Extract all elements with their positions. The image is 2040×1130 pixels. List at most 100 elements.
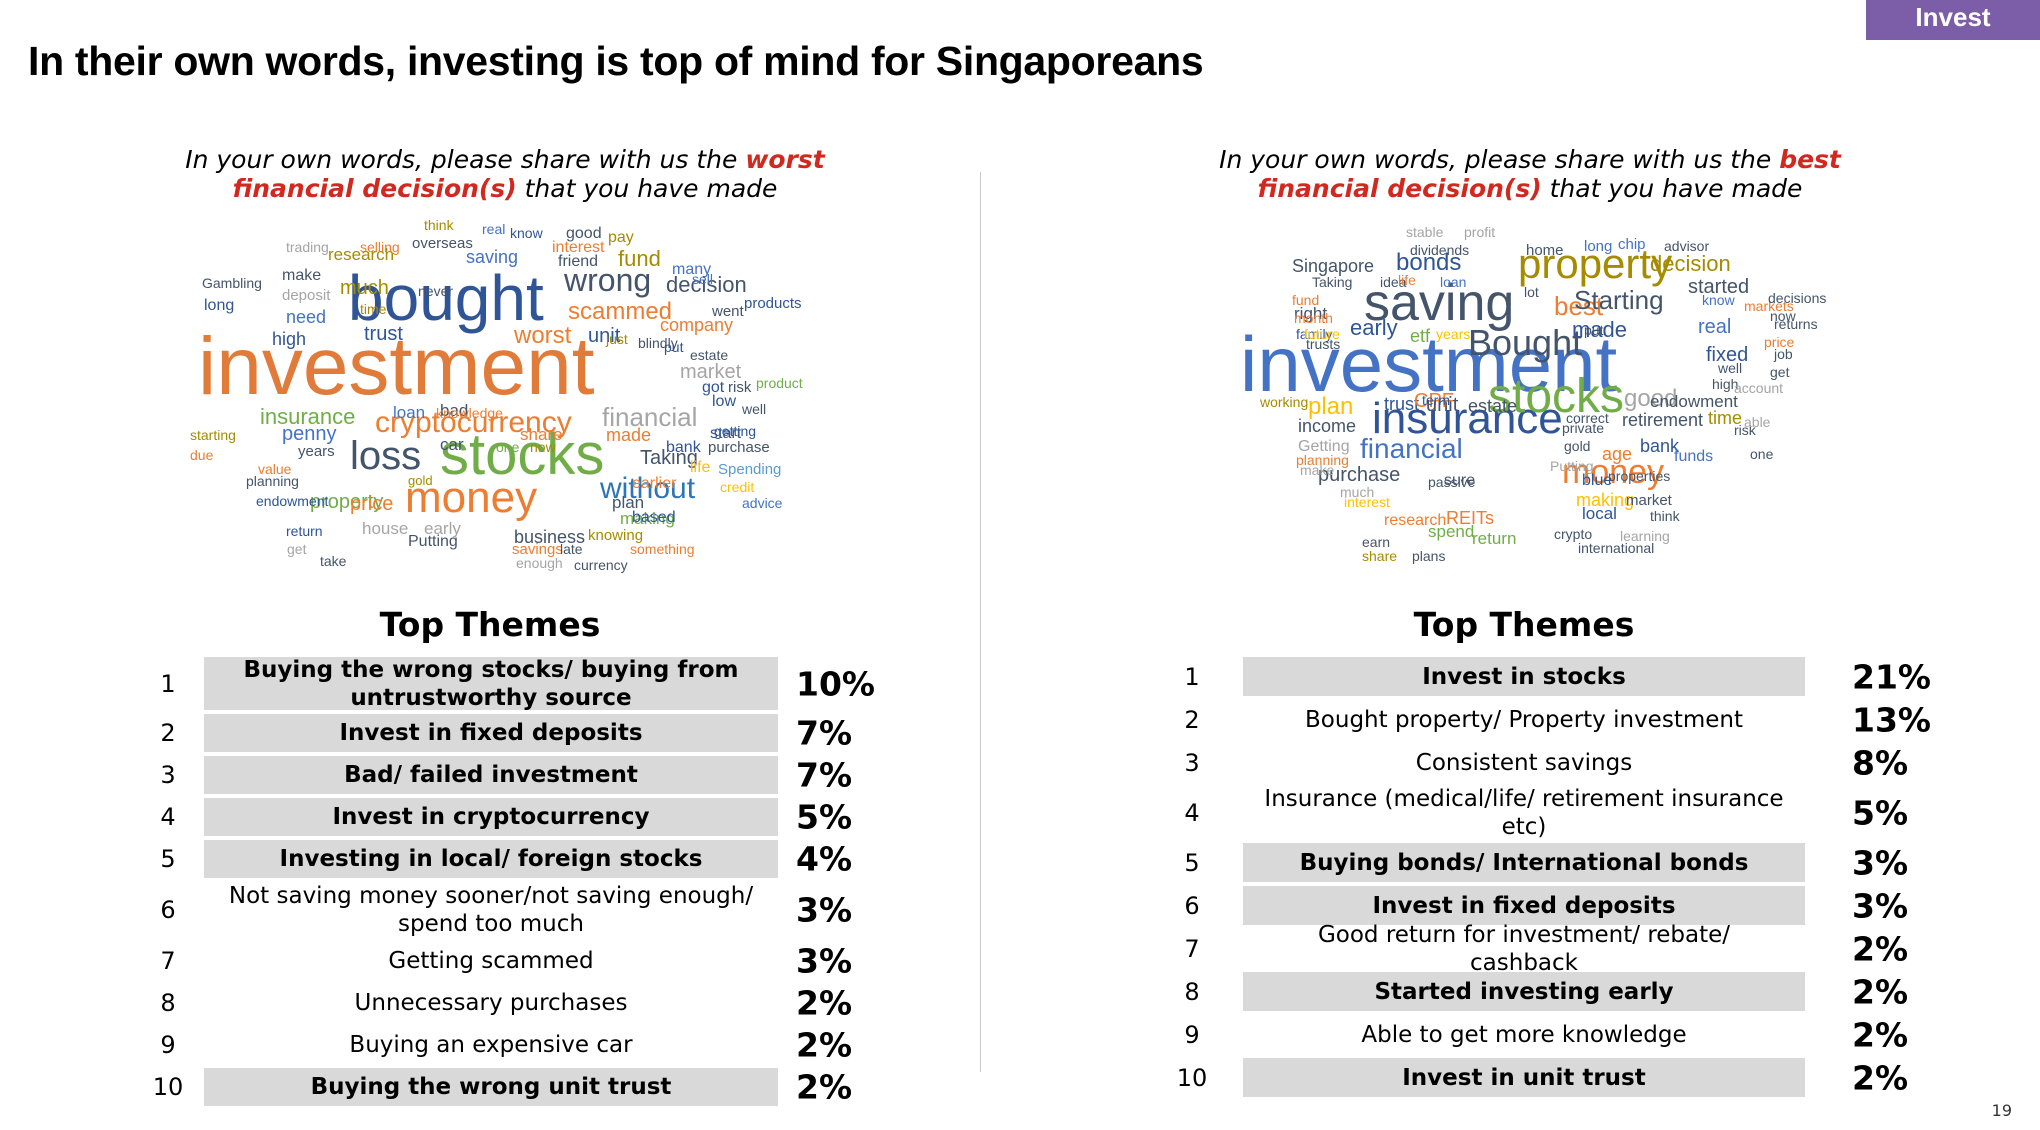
right-cloud-word: put bbox=[1584, 322, 1604, 338]
left-theme-row: 9 Buying an expensive car 2% bbox=[0, 1024, 2040, 1066]
left-cloud-word: time bbox=[360, 301, 387, 317]
left-theme-row: 3 Bad/ failed investment 7% bbox=[0, 754, 2040, 796]
right-cloud-word: know bbox=[1702, 292, 1735, 308]
left-cloud-word: Taking bbox=[640, 447, 698, 469]
right-cloud-word: gold bbox=[1564, 438, 1591, 454]
right-question-highlight: best financial decision(s) bbox=[1257, 145, 1841, 203]
left-cloud-word: went bbox=[712, 303, 744, 320]
left-theme-percent: 2% bbox=[796, 1067, 853, 1107]
left-cloud-word: without bbox=[600, 472, 696, 505]
left-cloud-word: price bbox=[350, 493, 394, 515]
left-theme-percent: 4% bbox=[796, 839, 853, 879]
left-theme-label: Investing in local/ foreign stocks bbox=[204, 840, 778, 878]
left-cloud-word: money bbox=[405, 473, 538, 522]
right-cloud-word: advisor bbox=[1664, 238, 1710, 254]
right-cloud-word: etf bbox=[1410, 326, 1431, 346]
left-cloud-word: take bbox=[320, 553, 347, 569]
left-theme-label: Buying an expensive car bbox=[349, 1032, 633, 1058]
right-cloud-word: returns bbox=[1774, 316, 1818, 332]
right-theme-rank: 1 bbox=[1184, 662, 1200, 691]
right-theme-rank: 9 bbox=[1184, 1020, 1200, 1049]
right-cloud-word: fixed bbox=[1706, 344, 1749, 366]
left-cloud-word: late bbox=[560, 541, 583, 557]
left-word-cloud: investment bought stocks money loss cryptocur… bbox=[190, 218, 820, 578]
right-cloud-word: much bbox=[1340, 484, 1375, 500]
right-cloud-word: loan bbox=[1440, 274, 1467, 290]
right-theme-rank: 10 bbox=[1176, 1063, 1208, 1092]
left-theme-rank: 8 bbox=[160, 989, 176, 1017]
right-cloud-word: lot bbox=[1524, 284, 1539, 300]
left-theme-rank: 10 bbox=[152, 1073, 184, 1101]
right-cloud-word: purchase bbox=[1318, 464, 1401, 486]
right-cloud-word: saving bbox=[1364, 274, 1515, 332]
left-cloud-word: estate bbox=[690, 347, 729, 363]
right-cloud-word: fund bbox=[1292, 292, 1320, 308]
left-theme-row: 8 Unnecessary purchases 2% bbox=[0, 982, 2040, 1024]
left-cloud-word: fund bbox=[618, 246, 661, 271]
left-cloud-word: due bbox=[190, 447, 214, 463]
left-cloud-word: now bbox=[530, 439, 556, 455]
left-cloud-word: loss bbox=[350, 434, 422, 478]
right-cloud-word: time bbox=[1708, 408, 1743, 428]
right-theme-rank: 3 bbox=[1184, 748, 1200, 777]
left-theme-percent: 7% bbox=[796, 713, 853, 753]
right-cloud-word: Getting bbox=[1298, 438, 1350, 455]
right-cloud-word: best bbox=[1554, 291, 1604, 321]
left-cloud-word: enough bbox=[516, 555, 563, 571]
left-theme-percent: 3% bbox=[796, 941, 853, 981]
right-cloud-word: retirement bbox=[1622, 410, 1704, 430]
right-theme-rank: 7 bbox=[1184, 934, 1200, 963]
right-cloud-word: right bbox=[1294, 304, 1328, 323]
section-tag: Invest bbox=[1866, 0, 2040, 40]
right-cloud-word: family bbox=[1296, 326, 1333, 342]
left-cloud-word: real bbox=[482, 221, 506, 237]
right-cloud-word: decisions bbox=[1768, 290, 1827, 306]
left-cloud-word: bank bbox=[666, 439, 701, 456]
left-theme-percent: 2% bbox=[796, 983, 853, 1023]
right-theme-label: Good return for investment/ rebate/ cash… bbox=[1317, 921, 1731, 976]
right-cloud-word: properties bbox=[1608, 468, 1671, 484]
right-cloud-word: age bbox=[1602, 444, 1633, 464]
right-cloud-word: planning bbox=[1296, 452, 1349, 468]
left-theme-label: Not saving money sooner/not saving enoug… bbox=[228, 883, 754, 937]
left-cloud-word: wrong bbox=[564, 262, 652, 298]
left-theme-rank: 2 bbox=[160, 719, 176, 747]
right-cloud-word: stable bbox=[1406, 224, 1444, 240]
left-cloud-word: product bbox=[756, 375, 803, 391]
left-cloud-word: Putting bbox=[408, 533, 458, 550]
left-cloud-word: many bbox=[672, 261, 712, 278]
left-cloud-word: credit bbox=[720, 479, 755, 495]
left-cloud-word: deposit bbox=[282, 287, 331, 304]
left-cloud-word: endowment bbox=[256, 493, 329, 509]
left-cloud-word: bad bbox=[440, 401, 469, 420]
left-cloud-word: savings bbox=[512, 541, 563, 558]
right-theme-row: 4 Insurance (medical/life/ retirement ins… bbox=[0, 784, 2040, 841]
left-cloud-word: business bbox=[514, 527, 586, 547]
right-cloud-word: profit bbox=[1464, 224, 1496, 240]
left-cloud-word: long bbox=[204, 297, 235, 314]
right-theme-rank: 8 bbox=[1184, 977, 1200, 1006]
left-cloud-word: friend bbox=[558, 253, 599, 270]
left-theme-row: 10 Buying the wrong unit trust 2% bbox=[0, 1066, 2040, 1108]
right-cloud-word: long bbox=[1584, 238, 1613, 255]
left-cloud-word: making bbox=[620, 509, 675, 528]
right-theme-row: 3 Consistent savings 8% bbox=[0, 741, 2040, 784]
right-theme-row: 9 Able to get more knowledge 2% bbox=[0, 1013, 2040, 1056]
left-cloud-word: earlier bbox=[632, 475, 677, 492]
left-themes-title: Top Themes bbox=[379, 605, 601, 644]
right-cloud-word: earn bbox=[1362, 534, 1391, 550]
left-theme-row: 2 Invest in fixed deposits 7% bbox=[0, 712, 2040, 754]
right-word-cloud: investment insurance stocks Bought saving pro… bbox=[1240, 225, 1830, 570]
right-cloud-word: spend bbox=[1428, 522, 1475, 541]
left-theme-percent: 2% bbox=[796, 1025, 853, 1065]
right-cloud-word: insurance bbox=[1372, 394, 1563, 443]
right-cloud-word: research bbox=[1384, 512, 1447, 529]
left-theme-rank: 6 bbox=[160, 896, 176, 924]
left-cloud-word: Spending bbox=[718, 461, 782, 478]
left-theme-label: Invest in cryptocurrency bbox=[204, 798, 778, 836]
right-theme-percent: 5% bbox=[1852, 793, 1909, 832]
left-cloud-word: value bbox=[258, 461, 292, 477]
right-cloud-word: early bbox=[1350, 315, 1398, 340]
left-cloud-word: knowing bbox=[588, 527, 644, 544]
left-cloud-word: planning bbox=[246, 473, 299, 489]
